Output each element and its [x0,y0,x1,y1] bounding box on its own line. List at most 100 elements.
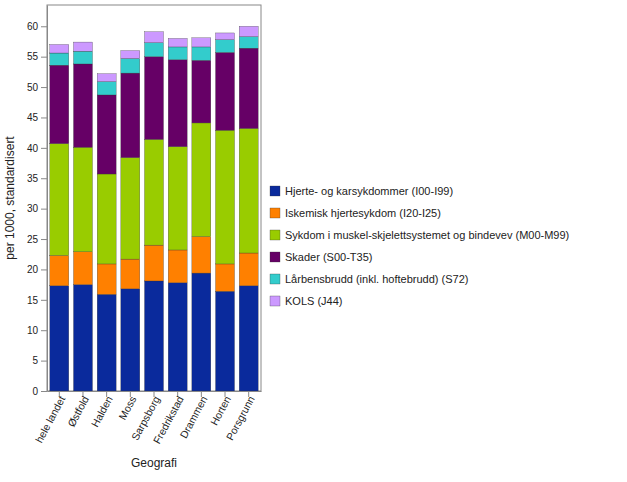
legend-swatch [270,296,280,306]
y-tick-label: 5 [32,355,38,366]
legend-swatch [270,186,280,196]
bar [192,60,211,123]
bar [74,42,93,51]
y-tick-label: 0 [32,386,38,397]
bar [168,60,187,147]
x-axis: hele landetØstfoldHaldenMossSarpsborgFre… [33,391,262,446]
y-tick: 55 [27,51,47,62]
bar [121,73,140,157]
x-tick-label: Drammen [177,394,209,440]
bar [97,82,116,95]
y-tick: 25 [27,234,47,245]
legend-swatch [270,274,280,284]
bar [145,57,164,140]
y-tick-label: 30 [27,203,39,214]
y-tick-label: 25 [27,234,39,245]
bar [97,74,116,82]
x-tick: Østfold [65,391,91,429]
bar [216,33,235,40]
y-tick: 30 [27,203,47,214]
y-tick-mark [41,391,47,392]
y-axis-line [47,6,48,392]
bar [50,65,69,143]
bar [97,294,116,391]
y-tick-mark [41,87,47,88]
legend-item: KOLS (J44) [270,295,342,307]
bar [50,286,69,391]
bar [239,37,258,49]
bar [145,245,164,281]
x-tick-label: hele landet [33,394,68,445]
bar [192,273,211,391]
bar [50,255,69,285]
x-tick: Moss [116,391,138,422]
y-tick-label: 35 [27,173,39,184]
legend: Hjerte- og karsykdommer (I00-I99) Iskemis… [270,185,569,307]
series-bars [50,26,258,81]
legend-label: KOLS (J44) [285,295,342,307]
bar [97,95,116,174]
y-axis: 051015202530354045505560 [27,6,48,397]
x-tick: Porsgrunn [223,391,256,442]
bar [50,144,69,256]
y-tick: 10 [27,325,47,336]
legend-item: Sykdom i muskel-skjelettsystemet og bind… [270,229,569,241]
bar [74,64,93,147]
bar [50,45,69,54]
bar [239,128,258,253]
bar [74,252,93,285]
y-tick-mark [41,361,47,362]
x-axis-title: Geografi [131,456,177,470]
bar [216,40,235,53]
y-tick: 60 [27,21,47,32]
bar [168,47,187,60]
bars [50,26,258,391]
y-tick-mark [41,148,47,149]
bar [168,283,187,391]
bar [239,48,258,128]
y-tick-label: 60 [27,21,39,32]
y-tick: 5 [32,355,47,366]
bar [192,38,211,47]
y-tick-mark [41,178,47,179]
bar [50,53,69,65]
y-tick-mark [41,117,47,118]
bar [192,47,211,60]
series-bars [50,48,258,174]
legend-item: Skader (S00-T35) [270,251,372,263]
y-tick-mark [41,239,47,240]
chart: 051015202530354045505560hele landetØstfo… [0,0,627,482]
bar [121,51,140,59]
x-tick-label: Porsgrunn [223,394,256,443]
y-tick-mark [41,26,47,27]
y-tick-label: 40 [27,143,39,154]
y-tick-mark [41,209,47,210]
x-tick-label: Østfold [65,394,91,429]
x-tick-label: Halden [89,394,115,429]
bar [74,147,93,252]
y-tick: 20 [27,264,47,275]
bar [97,264,116,294]
legend-label: Hjerte- og karsykdommer (I00-I99) [285,185,453,197]
bar [121,58,140,73]
legend-label: Skader (S00-T35) [285,251,372,263]
bar [74,51,93,64]
bar [97,174,116,264]
bar [145,281,164,391]
y-tick-mark [41,330,47,331]
y-tick-label: 10 [27,325,39,336]
bar [192,123,211,237]
x-tick: Fredrikstad [150,391,185,446]
y-tick: 35 [27,173,47,184]
legend-item: Hjerte- og karsykdommer (I00-I99) [270,185,453,197]
bar [216,291,235,391]
legend-swatch [270,208,280,218]
bar [239,286,258,391]
bar [168,147,187,250]
bar [74,285,93,391]
x-tick: Horten [208,391,233,427]
legend-item: Lårbensbrudd (inkl. hoftebrudd) (S72) [270,273,468,285]
plot-frame [47,5,261,391]
legend-item: Iskemisk hjertesykdom (I20-I25) [270,207,441,219]
bar [145,139,164,245]
